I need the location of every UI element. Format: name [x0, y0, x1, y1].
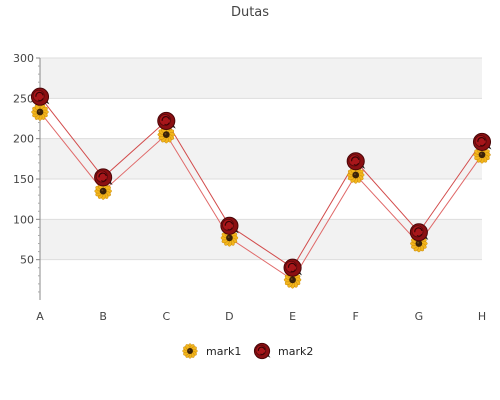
legend-marker-rose-icon — [253, 342, 271, 360]
y-axis-ticks: 50 100 150 200 250 300 — [13, 52, 40, 293]
y-tick-label: 100 — [13, 213, 34, 226]
chart-title: Dutas — [231, 5, 269, 20]
plot-band — [40, 138, 482, 179]
series-markers — [30, 87, 492, 289]
data-point-mark2 — [283, 258, 303, 277]
x-tick-label: E — [289, 310, 296, 323]
x-tick-label: C — [162, 310, 170, 323]
legend-label: mark2 — [278, 345, 313, 358]
y-tick-label: 50 — [20, 254, 34, 267]
y-tick-label: 250 — [13, 92, 34, 105]
y-tick-label: 200 — [13, 133, 34, 146]
x-tick-label: H — [478, 310, 486, 323]
series-line-mark1 — [39, 111, 483, 281]
data-point-mark2 — [220, 216, 239, 235]
data-point-mark1 — [31, 103, 49, 121]
plot-band — [40, 219, 482, 260]
x-tick-label: G — [415, 310, 424, 323]
legend-label: mark1 — [206, 345, 241, 358]
data-point-mark1 — [473, 146, 491, 164]
series-lines — [39, 96, 483, 281]
x-tick-label: D — [225, 310, 233, 323]
plot-bands — [40, 58, 482, 260]
plot-band — [40, 58, 482, 99]
data-point-mark2 — [94, 168, 113, 187]
x-tick-label: F — [353, 310, 359, 323]
series-line-mark2 — [39, 96, 483, 269]
data-point-mark2 — [346, 152, 366, 171]
legend-marker-sunflower-icon — [182, 343, 198, 359]
data-point-mark2 — [409, 223, 429, 242]
data-point-mark1 — [157, 125, 176, 144]
grid-lines — [40, 57, 482, 261]
y-tick-label: 150 — [13, 173, 34, 186]
data-point-mark2 — [30, 87, 50, 106]
data-point-mark2 — [472, 132, 492, 151]
y-tick-label: 300 — [13, 52, 34, 65]
x-tick-label: B — [99, 310, 107, 323]
x-axis-ticks: A B C D E F G H — [36, 310, 486, 323]
legend: mark1 mark2 — [182, 342, 313, 360]
x-tick-label: A — [36, 310, 44, 323]
data-point-mark2 — [157, 111, 176, 130]
